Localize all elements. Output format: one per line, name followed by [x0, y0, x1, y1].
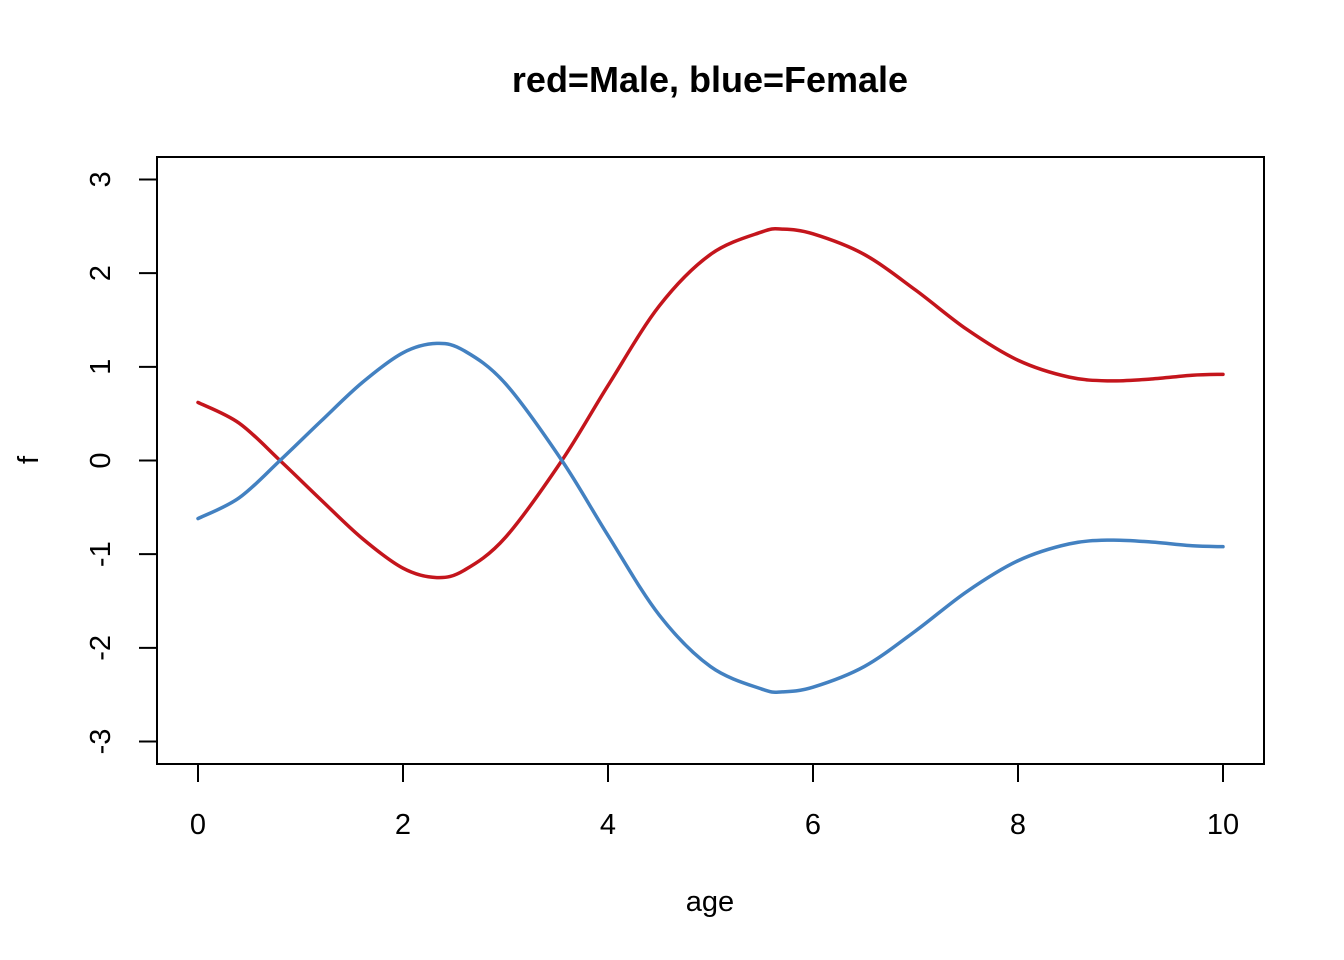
y-tick-label: -1: [85, 541, 117, 567]
y-tick-label: -3: [85, 729, 117, 755]
x-tick-label: 10: [1207, 809, 1239, 841]
y-tick-label: 2: [85, 265, 117, 281]
x-tick-label: 6: [805, 809, 821, 841]
y-tick-label: 3: [85, 171, 117, 187]
series-layer: [196, 227, 1225, 694]
y-tick-label: -2: [85, 635, 117, 661]
y-axis: -3 -2 -1 0 1 2 3: [85, 171, 158, 755]
series-line-0: [196, 227, 1225, 580]
x-tick-label: 0: [190, 809, 206, 841]
series-line-1: [196, 341, 1225, 694]
x-axis: 0 2 4 6 8 10: [190, 763, 1239, 841]
x-tick-label: 4: [600, 809, 616, 841]
x-axis-label: age: [686, 886, 734, 918]
x-tick-label: 2: [395, 809, 411, 841]
y-tick-label: 0: [85, 452, 117, 468]
y-axis-label: f: [13, 455, 45, 464]
plot-frame: [156, 156, 1265, 765]
chart-title: red=Male, blue=Female: [512, 59, 908, 100]
y-tick-label: 1: [85, 359, 117, 375]
x-tick-label: 8: [1010, 809, 1026, 841]
